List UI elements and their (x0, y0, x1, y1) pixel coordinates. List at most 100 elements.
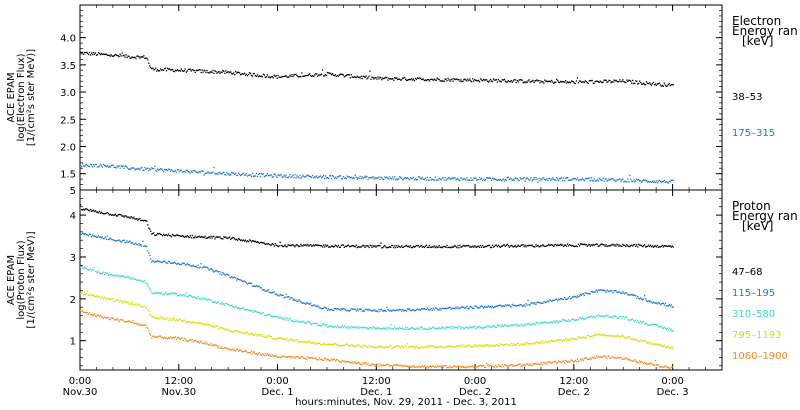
electron-data-point (306, 75, 308, 77)
proton-data-point (669, 367, 671, 369)
proton-data-point (435, 245, 437, 247)
proton-data-point (271, 337, 273, 340)
proton-data-point (469, 366, 471, 368)
proton-data-point (632, 318, 634, 320)
proton-data-point (668, 327, 670, 329)
electron-data-point (87, 165, 90, 167)
proton-data-point (89, 233, 92, 236)
electron-data-point (118, 55, 120, 58)
proton-data-point (553, 340, 555, 342)
proton-data-point (582, 293, 584, 295)
proton-data-point (346, 361, 348, 363)
proton-data-point (428, 346, 430, 348)
proton-data-point (662, 246, 664, 248)
electron-data-point (383, 178, 385, 180)
electron-data-point (417, 77, 420, 80)
proton-data-point (664, 302, 666, 305)
electron-data-point (594, 180, 596, 182)
proton-data-point (154, 261, 156, 264)
proton-data-point (516, 342, 518, 345)
electron-data-point (189, 172, 191, 174)
proton-data-point (279, 337, 281, 339)
proton-data-point (476, 306, 478, 308)
proton-data-point (556, 320, 558, 322)
proton-data-point (371, 346, 373, 348)
proton-data-point (445, 307, 447, 310)
proton-data-point (406, 365, 409, 367)
electron-data-point (432, 79, 434, 81)
proton-data-point (211, 237, 213, 239)
electron-data-point (105, 165, 107, 168)
electron-data-point (485, 179, 487, 181)
proton-data-point (661, 303, 664, 305)
proton-data-point (87, 209, 90, 211)
proton-data-point (309, 244, 311, 246)
proton-data-point (251, 285, 254, 287)
proton-data-point (346, 245, 348, 247)
proton-data-point (662, 302, 664, 304)
proton-data-point (494, 345, 497, 347)
proton-data-point (298, 321, 300, 323)
proton-data-point (618, 245, 620, 247)
proton-data-point (161, 234, 163, 236)
electron-data-point (607, 81, 609, 83)
proton-data-point (459, 346, 461, 348)
proton-data-point (485, 326, 488, 328)
proton-data-point (384, 347, 386, 349)
electron-data-point (392, 78, 394, 80)
proton-data-point (477, 307, 479, 309)
electron-data-point (653, 84, 656, 86)
proton-data-point (663, 326, 665, 328)
electron-data-point (125, 54, 127, 56)
proton-data-point (437, 327, 439, 329)
proton-data-point (111, 298, 113, 300)
electron-data-point (372, 77, 374, 79)
proton-data-point (232, 277, 234, 279)
electron-data-point (364, 76, 366, 79)
proton-data-point (537, 341, 539, 344)
electron-data-point (585, 177, 587, 180)
proton-data-point (616, 357, 618, 359)
electron-data-point (669, 84, 671, 87)
proton-data-point (612, 292, 614, 294)
proton-data-point (559, 299, 561, 301)
electron-data-point (221, 173, 223, 175)
proton-data-point (525, 324, 527, 326)
electron-data-point (172, 70, 175, 72)
proton-data-point (439, 307, 441, 309)
proton-data-point (416, 366, 419, 368)
proton-data-point (637, 361, 639, 364)
proton-data-point (488, 244, 491, 247)
proton-data-point (152, 260, 154, 262)
electron-data-point (647, 180, 650, 183)
proton-data-point (448, 345, 450, 347)
proton-data-point (532, 322, 534, 325)
proton-data-point (294, 357, 296, 359)
proton-data-point (413, 366, 416, 368)
proton-data-point (589, 357, 591, 359)
proton-data-point (196, 236, 198, 238)
electron-data-point (586, 177, 588, 180)
proton-data-point (429, 327, 431, 330)
proton-data-point (441, 307, 443, 309)
proton-data-point (244, 332, 246, 334)
proton-data-point (93, 295, 96, 297)
proton-data-point (206, 266, 208, 268)
proton-data-point (110, 298, 112, 300)
proton-data-point (542, 244, 544, 246)
proton-data-point (463, 328, 465, 330)
proton-data-point (661, 366, 664, 368)
electron-data-point (441, 177, 443, 179)
proton-data-point (488, 344, 491, 346)
proton-data-point (416, 328, 419, 330)
proton-data-point (194, 322, 196, 324)
proton-data-point (567, 339, 570, 341)
electron-data-point (114, 53, 116, 56)
proton-data-point (84, 267, 87, 269)
proton-data-point (132, 320, 134, 322)
proton-data-point (313, 342, 315, 344)
electron-data-point (197, 172, 199, 174)
proton-data-point (151, 233, 153, 235)
proton-data-point (492, 246, 495, 248)
proton-data-point (626, 244, 628, 246)
